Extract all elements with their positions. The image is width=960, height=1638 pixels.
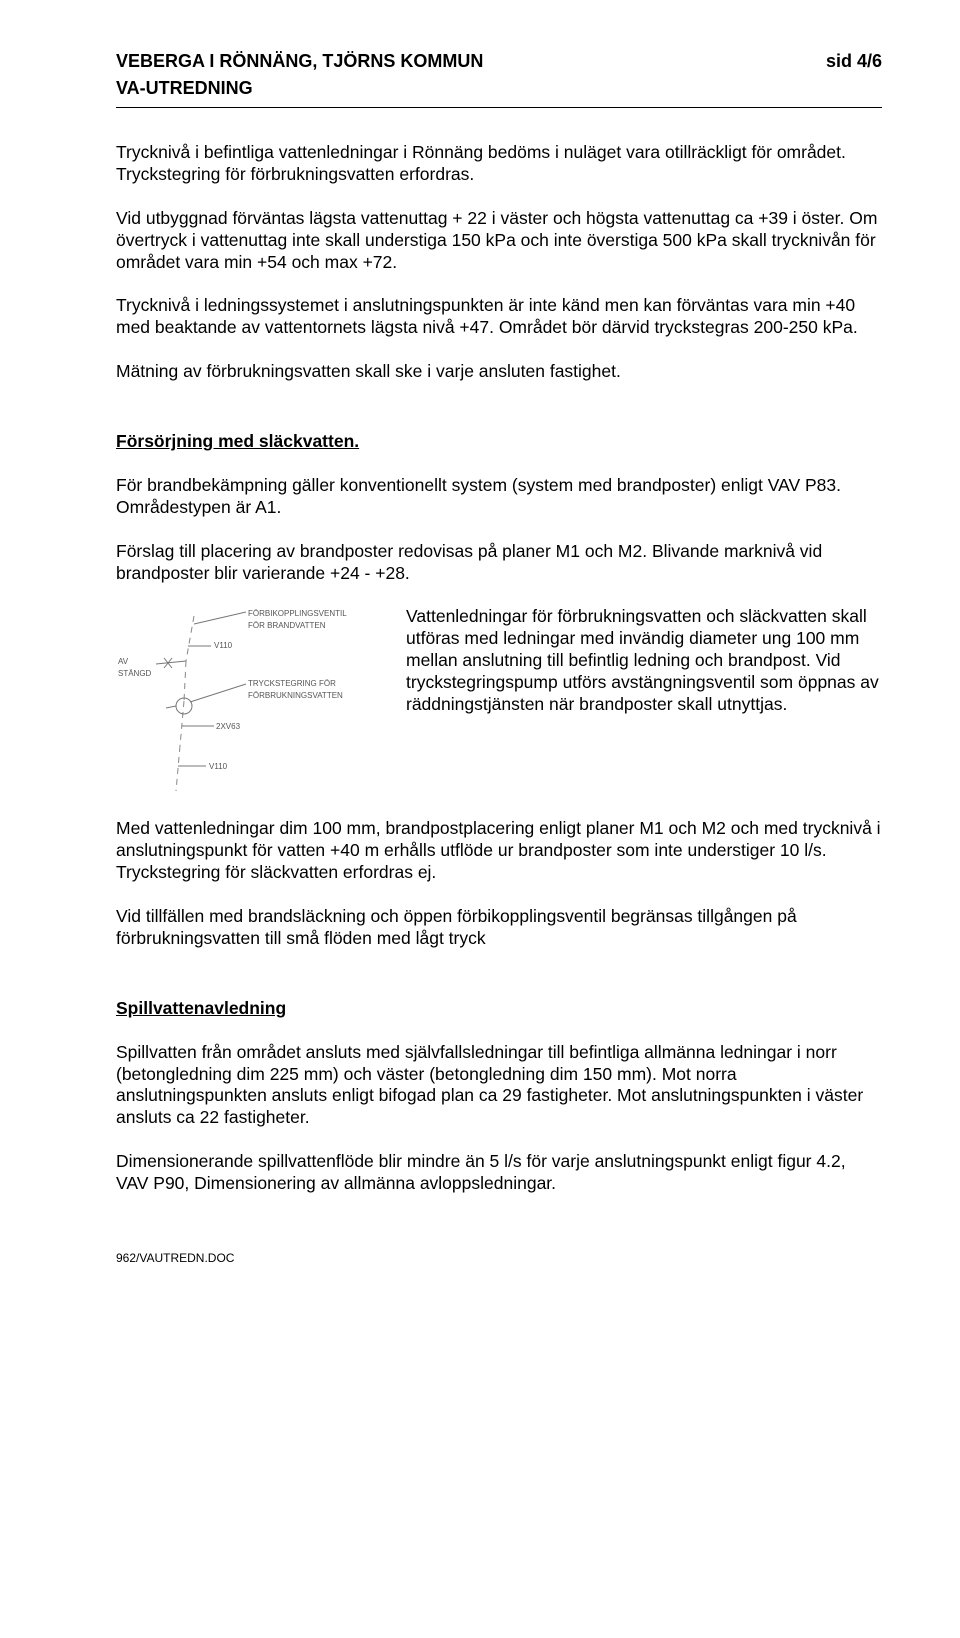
document-header: VEBERGA I RÖNNÄNG, TJÖRNS KOMMUN sid 4/6 [116,50,882,73]
leader-line [194,612,246,624]
body-paragraph: Förslag till placering av brandposter re… [116,541,882,585]
leader-line [190,684,246,702]
footer-reference: 962/VAUTREDN.DOC [116,1251,882,1266]
pipe-dashed [176,746,180,791]
body-paragraph: Vid utbyggnad förväntas lägsta vattenutt… [116,208,882,274]
diagram-label-tryckstegring: TRYCKSTEGRING FÖR [248,679,336,688]
diagram-label-forbikoppling: FÖRBIKOPPLINGSVENTIL [248,609,347,618]
pipe-diagram: AV STÄNGD V110 2XV63 V110 FÖRBIKOPPLINGS… [116,606,386,796]
pipe-dashed [180,701,184,746]
body-paragraph: Trycknivå i ledningssystemet i anslutnin… [116,295,882,339]
body-paragraph: Trycknivå i befintliga vattenledningar i… [116,142,882,186]
pipe-dashed [186,616,194,661]
page-number: sid 4/6 [826,50,882,73]
body-paragraph: För brandbekämpning gäller konventionell… [116,475,882,519]
body-paragraph: Mätning av förbrukningsvatten skall ske … [116,361,882,383]
branch-line [156,661,186,664]
diagram-label-v110-top: V110 [214,641,233,650]
document-body: Trycknivå i befintliga vattenledningar i… [116,142,882,1195]
pipe-diagram-svg: AV STÄNGD V110 2XV63 V110 FÖRBIKOPPLINGS… [116,606,386,796]
header-divider [116,107,882,108]
body-paragraph: Dimensionerande spillvattenflöde blir mi… [116,1151,882,1195]
diagram-label-v110-bot: V110 [209,762,228,771]
body-paragraph: Vid tillfällen med brandsläckning och öp… [116,906,882,950]
body-paragraph: Spillvatten från området ansluts med sjä… [116,1042,882,1130]
pump-lead [166,706,176,708]
diagram-label-stangd: STÄNGD [118,669,152,678]
doc-subtitle: VA-UTREDNING [116,77,882,100]
diagram-label-av: AV [118,657,129,666]
body-paragraph: Med vattenledningar dim 100 mm, brandpos… [116,818,882,884]
diagram-side-paragraph: Vattenledningar för förbrukningsvatten o… [406,606,882,715]
diagram-label-2xv63: 2XV63 [216,722,241,731]
section-heading-slackvatten: Försörjning med släckvatten. [116,431,882,453]
diagram-label-forbruk: FÖRBRUKNINGSVATTEN [248,691,343,700]
pipe-dashed [184,661,186,701]
diagram-with-text-row: AV STÄNGD V110 2XV63 V110 FÖRBIKOPPLINGS… [116,606,882,796]
section-heading-spillvatten: Spillvattenavledning [116,998,882,1020]
doc-title: VEBERGA I RÖNNÄNG, TJÖRNS KOMMUN [116,50,483,73]
diagram-label-forbrand: FÖR BRANDVATTEN [248,621,326,630]
